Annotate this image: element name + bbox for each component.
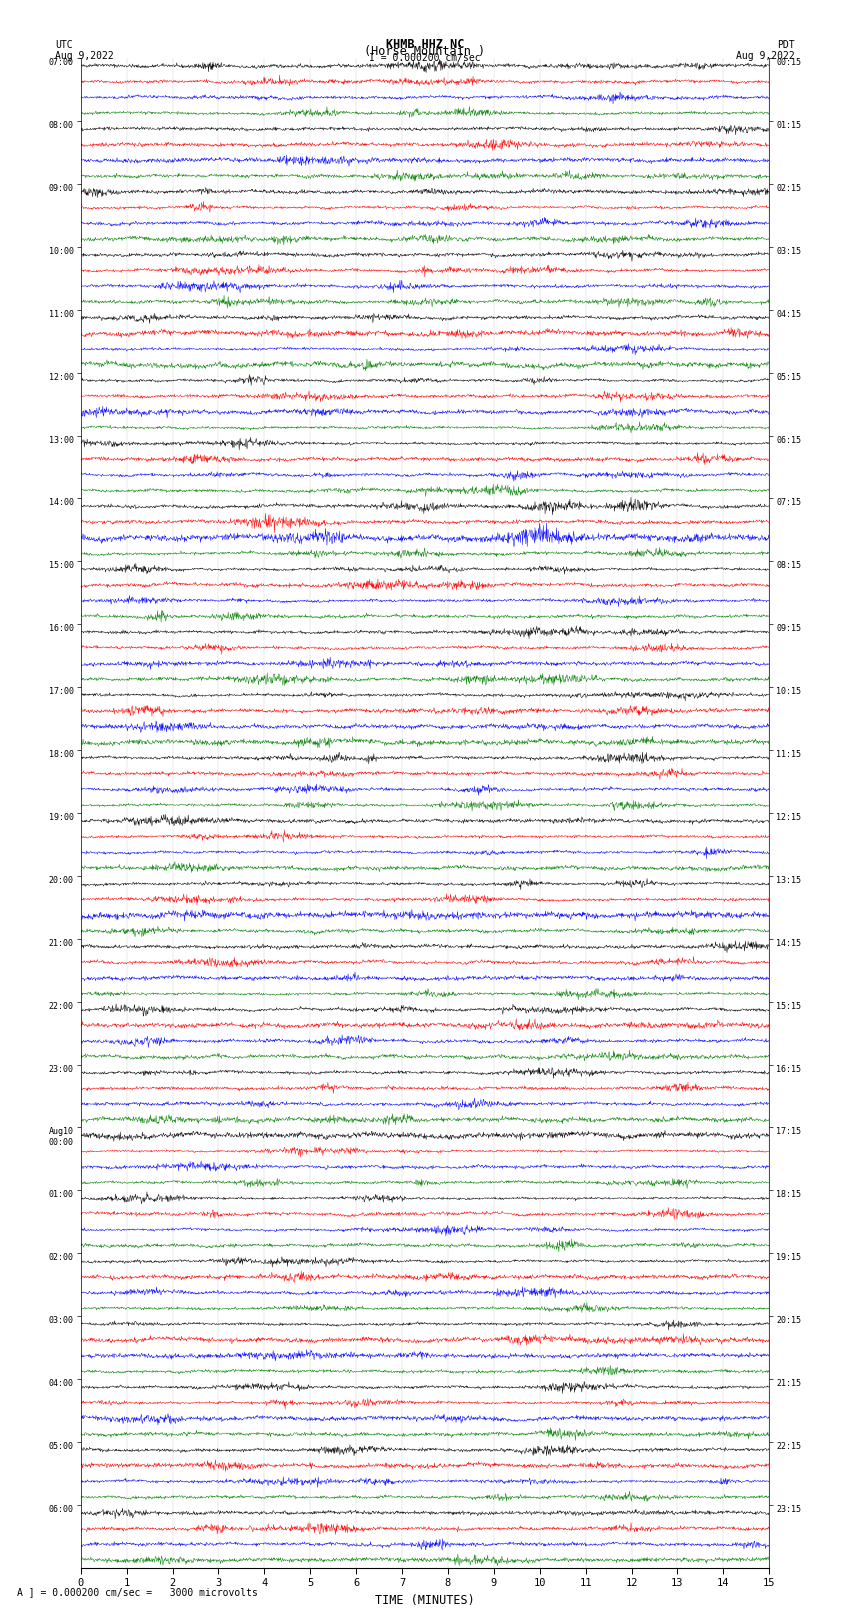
Text: A ] = 0.000200 cm/sec =   3000 microvolts: A ] = 0.000200 cm/sec = 3000 microvolts [17, 1587, 258, 1597]
Text: KHMB HHZ NC: KHMB HHZ NC [386, 37, 464, 52]
Text: (Horse Mountain ): (Horse Mountain ) [365, 45, 485, 58]
Text: PDT
Aug 9,2022: PDT Aug 9,2022 [736, 39, 795, 61]
Text: UTC
Aug 9,2022: UTC Aug 9,2022 [55, 39, 114, 61]
X-axis label: TIME (MINUTES): TIME (MINUTES) [375, 1594, 475, 1607]
Text: I = 0.000200 cm/sec: I = 0.000200 cm/sec [369, 53, 481, 63]
